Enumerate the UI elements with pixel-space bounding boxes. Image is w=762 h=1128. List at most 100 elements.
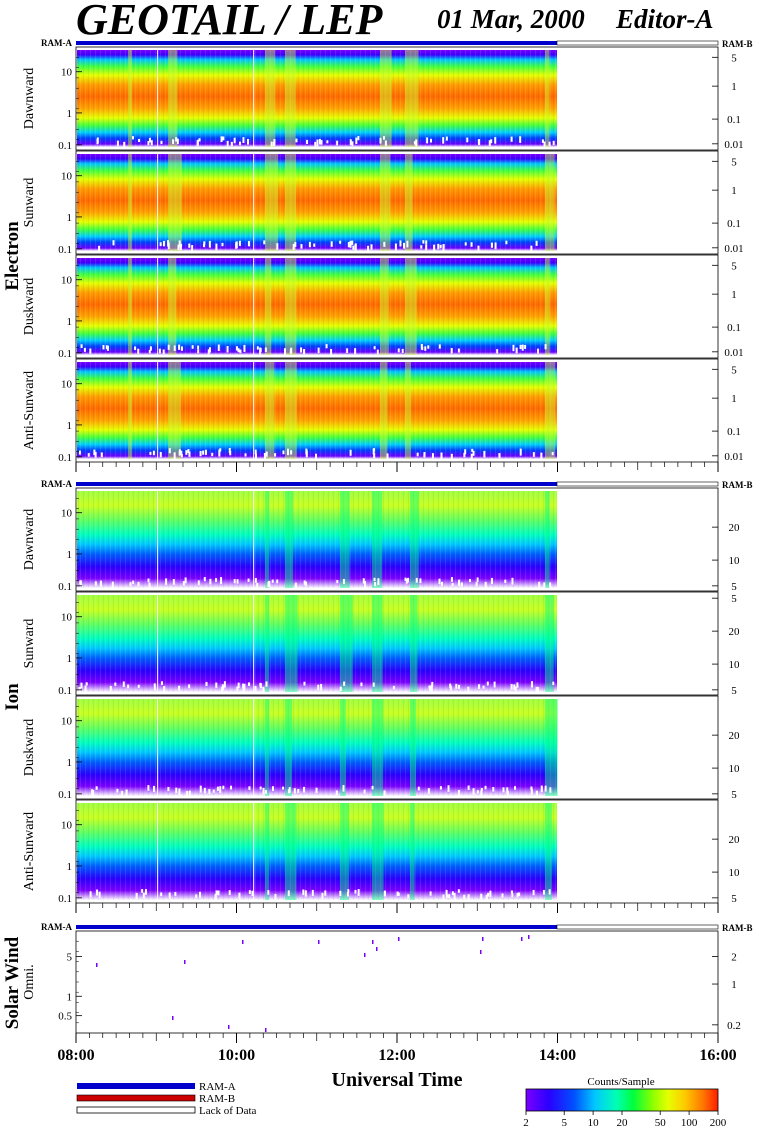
y-right-tick-label: 0.01 <box>724 347 743 359</box>
speckle <box>188 684 191 689</box>
speckle <box>149 451 152 455</box>
speckle <box>180 453 183 458</box>
spectrogram-feature <box>380 362 388 459</box>
speckle <box>330 241 333 247</box>
speckle <box>248 890 251 894</box>
speckle <box>282 450 285 455</box>
speckle <box>445 889 448 896</box>
speckle <box>429 686 432 692</box>
speckle <box>135 892 138 900</box>
spectrogram-feature <box>340 595 353 692</box>
speckle <box>549 582 552 589</box>
speckle <box>406 240 409 248</box>
speckle <box>544 785 547 792</box>
speckle <box>116 140 119 147</box>
speckle <box>303 681 306 686</box>
speckle <box>127 684 130 689</box>
speckle <box>386 453 389 461</box>
spectrogram-feature <box>545 699 558 796</box>
spectrogram-feature <box>265 154 279 251</box>
section-ion: RAM-A RAM-B Ion Dawnward 10 1 0.1 20 10 5 Sunward 1… <box>2 479 753 913</box>
y-left-tick-label: 1 <box>67 757 73 769</box>
speckle <box>445 894 448 898</box>
speckle <box>147 785 150 791</box>
speckle <box>354 348 357 355</box>
speckle <box>259 786 262 790</box>
legend-label-lack: Lack of Data <box>199 1105 257 1117</box>
speckle <box>178 344 181 350</box>
speckle <box>442 244 445 249</box>
speckle <box>357 136 360 141</box>
speckle <box>134 346 137 351</box>
speckle <box>305 450 308 458</box>
spectrogram-feature <box>168 50 178 147</box>
y-right-tick-label: 0.1 <box>727 218 741 230</box>
y-right-tick-label: 1 <box>731 81 737 93</box>
speckle <box>318 138 321 145</box>
speckle <box>238 240 241 246</box>
speckle <box>477 139 480 144</box>
spectrogram-feature <box>265 362 275 459</box>
panel-anti-sunward: Anti-Sunward 10 1 0.1 5 1 0.1 0.01 <box>22 358 744 464</box>
speckle <box>87 453 90 457</box>
speckle <box>256 582 259 588</box>
section-electron: RAM-A RAM-B Electron Dawnward 10 1 0.1 5 1 0.1 0.0… <box>2 38 753 472</box>
speckle <box>80 344 83 348</box>
ram-a-bar <box>76 41 557 45</box>
speckle <box>463 452 466 458</box>
speckle <box>447 785 450 792</box>
panel-label: Sunward <box>22 178 37 228</box>
speckle <box>506 790 509 797</box>
speckle <box>442 137 445 144</box>
spectrogram-feature <box>265 258 272 355</box>
data-gap-line <box>157 491 159 588</box>
speckle <box>220 577 223 585</box>
y-left-tick-label: 1 <box>67 549 73 561</box>
spectrogram-feature <box>380 50 392 147</box>
speckle <box>491 577 494 585</box>
speckle <box>204 449 207 455</box>
speckle <box>203 787 206 794</box>
speckle <box>480 790 483 797</box>
ram-left-label: RAM-A <box>41 38 72 48</box>
speckle <box>148 349 151 354</box>
panel-sunward: Sunward 10 1 0.1 5 20 10 5 <box>22 591 740 697</box>
speckle <box>484 581 487 589</box>
spectrogram-feature <box>265 803 270 900</box>
speckle <box>303 349 306 355</box>
speckle <box>519 136 522 143</box>
speckle <box>230 141 233 147</box>
speckle <box>121 790 124 796</box>
panel-duskward: Duskward 10 1 0.1 5 1 0.1 0.01 <box>22 254 744 360</box>
speckle <box>396 891 399 897</box>
spectrogram-feature <box>128 154 133 251</box>
speckle <box>152 450 155 456</box>
speckle <box>394 243 397 251</box>
speckle <box>274 894 277 900</box>
data-gap-line <box>157 595 159 692</box>
speckle <box>472 788 475 795</box>
speckle <box>94 451 97 458</box>
lack-of-data-bar <box>556 481 719 487</box>
speckle <box>165 578 168 585</box>
speckle <box>326 140 329 144</box>
speckle <box>148 582 151 588</box>
speckle <box>354 243 357 250</box>
spectrogram-feature <box>410 491 419 588</box>
speckle <box>482 685 485 689</box>
speckle <box>484 785 487 790</box>
speckle <box>158 348 161 354</box>
speckle <box>420 344 423 350</box>
speckle <box>429 138 432 143</box>
speckle <box>349 449 352 456</box>
speckle <box>92 789 95 797</box>
speckle <box>215 890 218 896</box>
speckle <box>485 894 488 902</box>
spectrogram-feature <box>285 362 297 459</box>
speckle <box>295 138 298 143</box>
legend-label-ram-b: RAM-B <box>199 1093 235 1105</box>
data-gap-line <box>157 154 159 251</box>
spectrogram-texture <box>77 491 557 588</box>
speckle <box>370 244 373 250</box>
speckle <box>148 137 151 143</box>
